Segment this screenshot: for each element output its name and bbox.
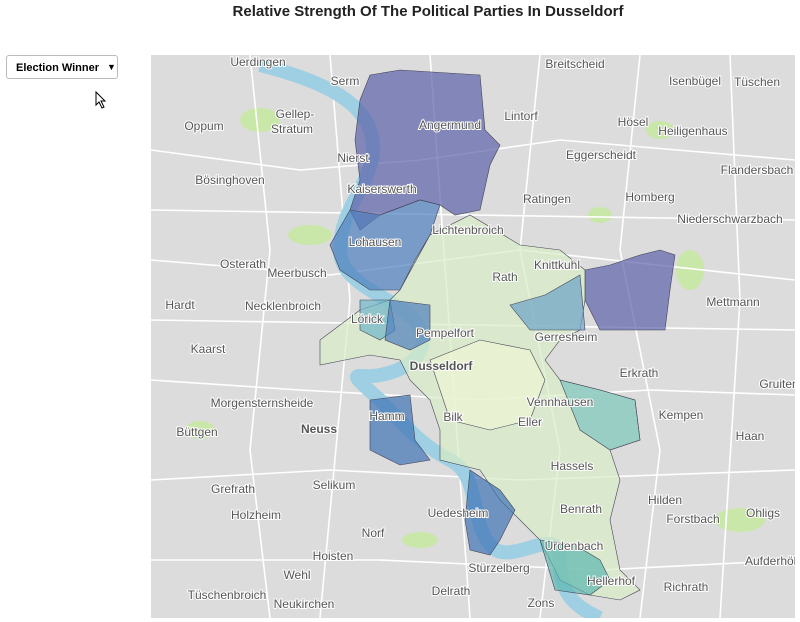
place-label: Hoisten	[313, 549, 354, 563]
place-label: Vennhausen	[527, 395, 594, 409]
place-label: Hellerhof	[587, 574, 636, 588]
place-label: Rath	[492, 270, 517, 284]
place-label: Wehl	[283, 568, 310, 582]
cursor	[95, 91, 107, 109]
place-label: Isenbügel	[669, 74, 721, 88]
place-label: Morgensternsheide	[211, 396, 314, 410]
place-label: Pempelfort	[416, 326, 475, 340]
place-label: Angermund	[419, 118, 481, 132]
place-label: Gellep-	[276, 107, 315, 121]
place-label: Neuss	[301, 422, 337, 436]
place-label: Meerbusch	[267, 266, 326, 280]
place-label: Tüschen	[734, 75, 780, 89]
place-label: Kempen	[659, 408, 704, 422]
place-label: Aufderhöhe	[745, 554, 795, 568]
place-label: Bilk	[443, 410, 463, 424]
place-label: Hardt	[165, 298, 195, 312]
place-label: Hamm	[369, 409, 404, 423]
place-label: Eller	[518, 415, 542, 429]
place-label: Stürzelberg	[468, 561, 529, 575]
place-label: Lohausen	[349, 235, 402, 249]
place-label: Kaiserswerth	[347, 182, 416, 196]
place-label: Haan	[736, 429, 765, 443]
place-label: Tüschenbroich	[188, 588, 267, 602]
place-label: Büttgen	[176, 425, 217, 439]
place-label: Flandersbach	[721, 163, 794, 177]
place-label: Knittkuhl	[534, 258, 580, 272]
place-label: Uedesheim	[428, 506, 489, 520]
place-label: Ratingen	[523, 192, 571, 206]
place-label: Stratum	[271, 122, 313, 136]
place-label: Breitscheid	[545, 57, 604, 71]
place-label: Osterath	[220, 257, 266, 271]
place-label: Erkrath	[620, 366, 659, 380]
place-label: Bösinghoven	[195, 173, 264, 187]
place-label: Kaarst	[191, 342, 226, 356]
place-label: Zons	[528, 596, 555, 610]
place-label: Richrath	[664, 580, 709, 594]
districts	[319, 69, 676, 601]
place-label: Delrath	[432, 584, 471, 598]
parks	[185, 108, 765, 548]
place-label: Oppum	[184, 119, 223, 133]
place-label: Selikum	[313, 478, 356, 492]
place-label: Heiligenhaus	[658, 124, 727, 138]
place-label: Homberg	[625, 190, 674, 204]
place-label: Neukirchen	[274, 597, 335, 611]
map: Uerdingen Breitscheid Serm Isenbügel Tüschen…	[151, 55, 795, 618]
place-label: Lintorf	[504, 109, 538, 123]
place-label: Eggerscheidt	[566, 148, 637, 162]
place-label: Hilden	[648, 493, 682, 507]
place-label: Serm	[331, 74, 360, 88]
place-label: Lichtenbroich	[432, 223, 503, 237]
dropdown-arrow: ▼	[107, 62, 116, 72]
place-label: Uerdingen	[230, 55, 285, 69]
place-label: Benrath	[560, 502, 602, 516]
dropdown[interactable]: Election Winner ▼	[6, 55, 118, 79]
place-label: Gruiten	[759, 377, 795, 391]
dropdown-label: Election Winner	[16, 62, 100, 74]
place-label: Nierst	[337, 151, 369, 165]
place-label: Lörick	[351, 312, 384, 326]
place-label: Necklenbroich	[245, 299, 321, 313]
place-label: Urdenbach	[545, 539, 604, 553]
place-label: Holzheim	[231, 508, 281, 522]
place-label: Gerresheim	[535, 330, 598, 344]
place-label: Mettmann	[706, 295, 759, 309]
place-label: Hassels	[551, 459, 594, 473]
place-label: Forstbach	[666, 512, 719, 526]
place-labels: Uerdingen Breitscheid Serm Isenbügel Tüschen…	[164, 55, 795, 612]
place-label: Grefrath	[211, 482, 255, 496]
place-label: Dusseldorf	[410, 359, 474, 373]
place-label: Norf	[362, 526, 385, 540]
page-title: Relative Strength Of The Political Parti…	[232, 3, 624, 20]
place-label: Hösel	[618, 115, 649, 129]
place-label: Ohligs	[746, 506, 780, 520]
place-label: Niederschwarzbach	[677, 212, 782, 226]
